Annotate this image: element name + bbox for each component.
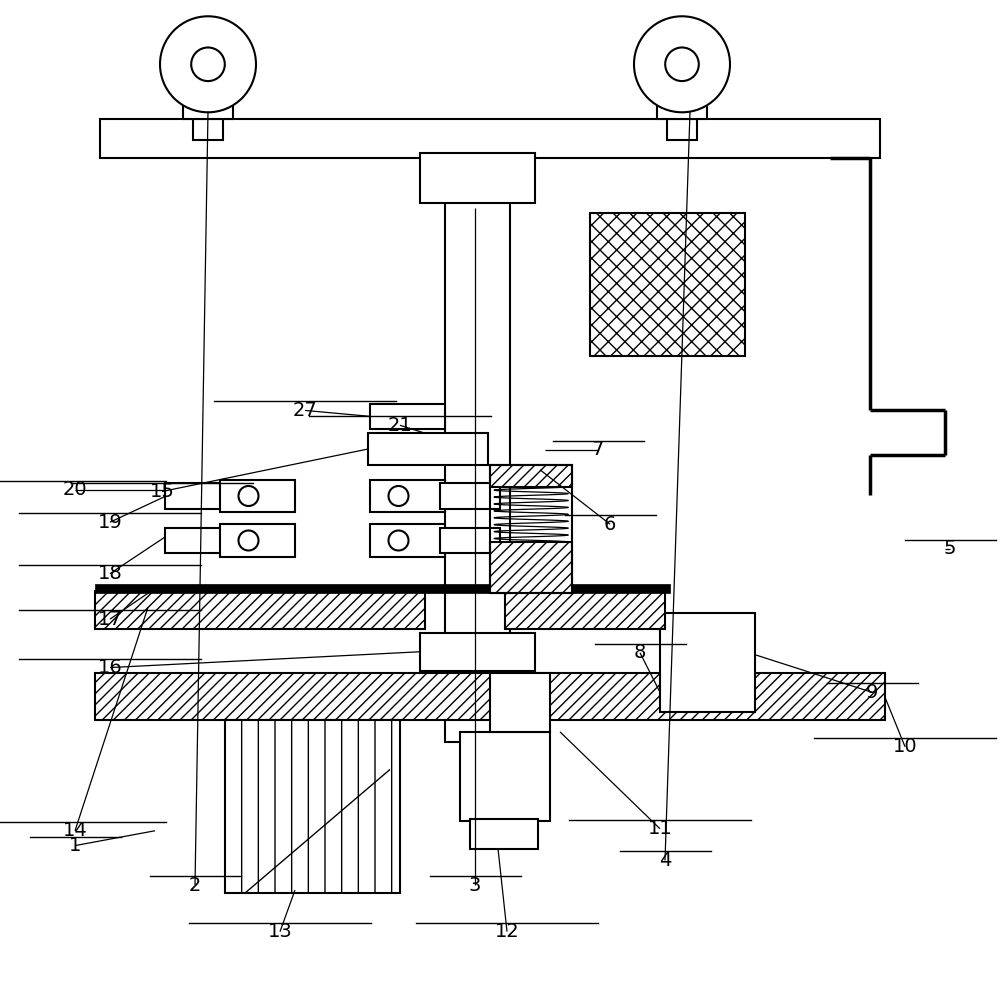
Bar <box>95 673 885 720</box>
Bar <box>370 524 445 557</box>
Text: 18: 18 <box>98 564 122 584</box>
Bar <box>183 84 233 119</box>
Circle shape <box>239 530 259 551</box>
Text: 16: 16 <box>98 658 122 677</box>
Bar <box>440 528 500 554</box>
Bar <box>490 465 572 487</box>
Text: 17: 17 <box>98 609 122 629</box>
Text: 6: 6 <box>604 514 616 534</box>
Bar <box>420 633 535 671</box>
Circle shape <box>191 47 225 81</box>
Bar <box>370 404 445 429</box>
Text: 12: 12 <box>495 922 519 942</box>
Bar <box>368 433 488 465</box>
Circle shape <box>160 16 256 113</box>
Text: 1: 1 <box>69 836 81 855</box>
Bar <box>220 480 295 512</box>
Circle shape <box>388 530 409 551</box>
Bar <box>95 591 425 629</box>
Bar <box>657 84 707 119</box>
Text: 14: 14 <box>63 821 87 841</box>
Circle shape <box>388 486 409 506</box>
Bar <box>667 119 697 140</box>
Bar <box>590 213 745 356</box>
Bar <box>490 465 572 593</box>
Bar <box>165 528 225 554</box>
Text: 27: 27 <box>293 401 317 420</box>
Bar <box>440 484 500 508</box>
Bar <box>445 158 510 742</box>
Bar <box>660 613 755 712</box>
Bar <box>165 484 225 508</box>
Text: 4: 4 <box>659 851 671 870</box>
Text: 15: 15 <box>150 482 174 501</box>
Circle shape <box>665 47 699 81</box>
Text: 20: 20 <box>63 480 87 499</box>
Bar <box>95 584 670 593</box>
Text: 10: 10 <box>893 737 917 757</box>
Bar <box>193 119 223 140</box>
Text: 5: 5 <box>944 539 956 559</box>
Bar <box>220 524 295 557</box>
Bar <box>100 119 880 158</box>
Bar <box>225 720 400 893</box>
Bar <box>420 153 535 203</box>
Circle shape <box>634 16 730 113</box>
Bar <box>470 819 538 849</box>
Bar <box>370 480 445 512</box>
Text: 8: 8 <box>634 643 646 663</box>
Text: 7: 7 <box>592 440 604 460</box>
Bar <box>490 542 572 593</box>
Bar <box>460 732 550 821</box>
Text: 19: 19 <box>98 512 122 532</box>
Text: 2: 2 <box>189 875 201 895</box>
Bar <box>505 591 665 629</box>
Text: 9: 9 <box>866 682 878 702</box>
Text: 3: 3 <box>469 875 481 895</box>
Text: 21: 21 <box>388 415 412 435</box>
Bar <box>490 673 550 732</box>
Text: 11: 11 <box>648 819 672 839</box>
Circle shape <box>239 486 259 506</box>
Text: 13: 13 <box>268 922 292 942</box>
